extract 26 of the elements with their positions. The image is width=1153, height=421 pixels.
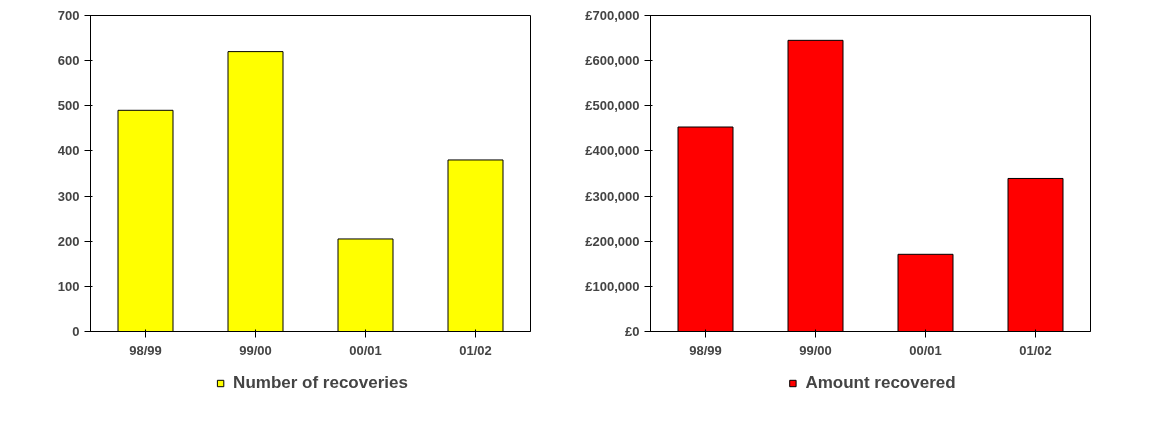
x-tick-label: 01/02 [1019, 342, 1052, 358]
y-tick-label: £100,000 [585, 278, 640, 294]
x-tick-label: 98/99 [689, 342, 722, 358]
y-tick-label: £0 [625, 324, 640, 339]
y-tick-label: 0 [72, 324, 80, 339]
x-tick-label: 00/01 [349, 342, 382, 358]
x-tick-label: 98/99 [129, 342, 162, 358]
y-tick-label: £300,000 [585, 188, 640, 204]
y-tick-label: 200 [57, 233, 80, 249]
y-tick-label: £400,000 [585, 143, 640, 159]
x-tick-label: 99/00 [799, 342, 832, 358]
y-tick-label: £500,000 [585, 98, 640, 114]
y-tick-label: 600 [57, 53, 80, 69]
y-tick-label: 400 [57, 143, 80, 159]
x-tick-label: 01/02 [459, 342, 492, 358]
legend-label: Number of recoveries [233, 372, 408, 393]
y-tick-label: £200,000 [585, 233, 640, 249]
x-tick-label: 00/01 [909, 342, 942, 358]
y-tick-label: 500 [57, 98, 80, 114]
y-tick-label: £600,000 [585, 53, 640, 69]
y-tick-label: 700 [57, 8, 80, 23]
x-tick-label: 99/00 [239, 342, 272, 358]
y-tick-label: 100 [57, 278, 80, 294]
legend-label: Amount recovered [805, 372, 956, 393]
y-tick-label: 300 [57, 188, 80, 204]
y-tick-label: £700,000 [585, 8, 640, 23]
